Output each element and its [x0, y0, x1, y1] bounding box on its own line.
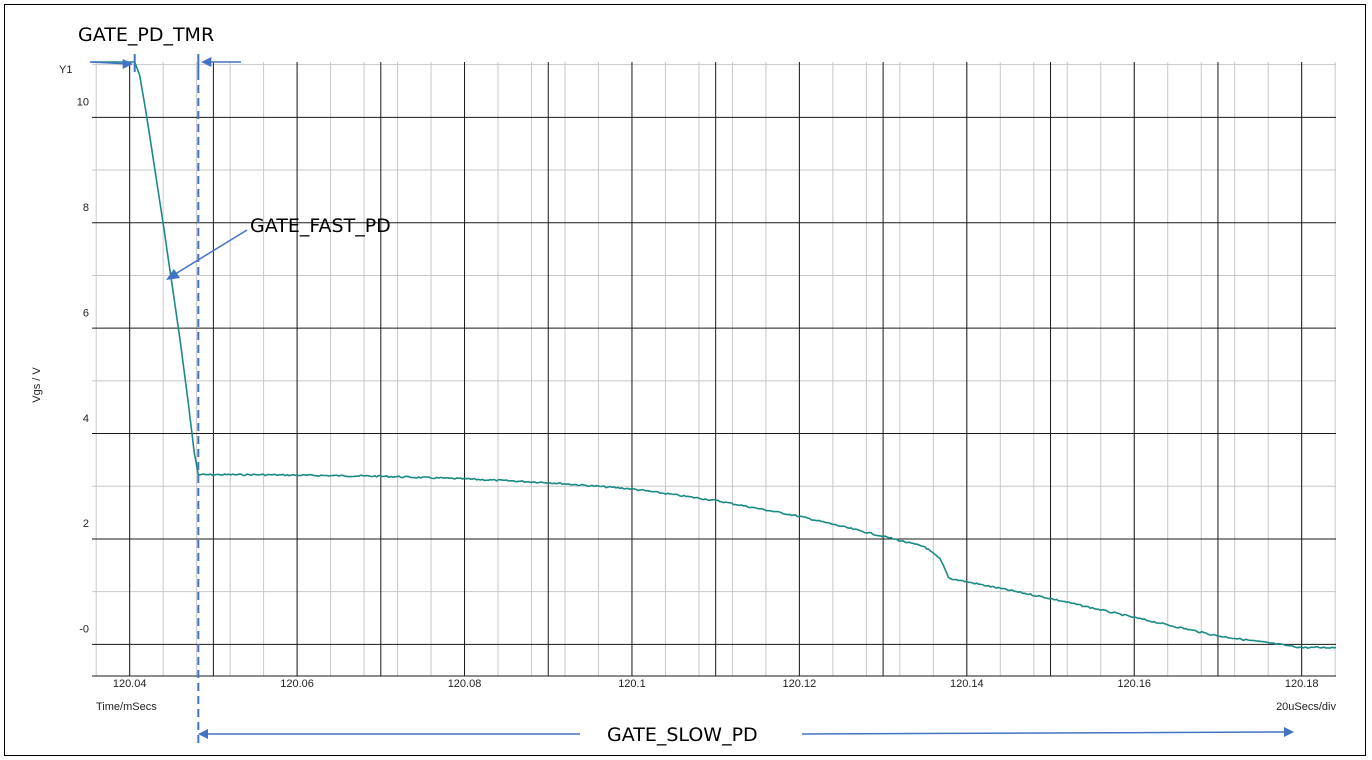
x-tick-label: 120.18 — [1285, 678, 1319, 690]
x-axis-label: Time/mSecs — [96, 701, 157, 713]
pd-tmr-arrow-left-head — [122, 59, 133, 69]
annotation-gate-fast-pd: GATE_FAST_PD — [250, 215, 391, 237]
y-tick-label: 10 — [77, 97, 89, 109]
pd-tmr-arrow-right-head — [201, 57, 212, 67]
x-tick-label: 120.12 — [783, 678, 817, 690]
grid-minor — [92, 62, 1336, 676]
y-tick-label: 8 — [83, 202, 89, 214]
x-tick-label: 120.04 — [113, 678, 147, 690]
slow-pd-arrow-right-shaft — [801, 731, 1285, 735]
x-tick-labels: 120.04 120.06 120.08 120.1 120.12 120.14 120.1… — [113, 678, 1319, 690]
y-axis-label: Vgs / V — [31, 367, 43, 403]
grid-major — [92, 62, 1336, 677]
annotation-gate-slow-pd: GATE_SLOW_PD — [607, 724, 758, 746]
y-tick-labels: 10 8 6 4 2 -0 — [77, 97, 89, 636]
x-tick-label: 120.14 — [950, 678, 984, 690]
y-tick-label: 6 — [83, 307, 89, 319]
time-div-label: 20uSecs/div — [1276, 701, 1336, 713]
slow-pd-arrow-left-head — [198, 729, 208, 739]
y-tick-label: 2 — [83, 518, 89, 530]
fast-pd-arrow-head — [166, 269, 180, 280]
series-line — [92, 61, 1337, 650]
x-tick-label: 120.16 — [1117, 678, 1151, 690]
y-tick-label: 4 — [83, 413, 89, 425]
trace-layer — [92, 61, 1337, 650]
fast-pd-arrow-shaft — [171, 229, 248, 277]
slow-pd-arrow-right-head — [1284, 727, 1294, 737]
x-tick-label: 120.1 — [618, 678, 646, 690]
x-tick-label: 120.06 — [280, 678, 314, 690]
annotation-gate-pd-tmr: GATE_PD_TMR — [78, 24, 214, 46]
y-tick-label: -0 — [79, 624, 89, 636]
trace-label-y1: Y1 — [59, 64, 72, 76]
x-tick-label: 120.08 — [448, 678, 482, 690]
annotation-layer: GATE_PD_TMR GATE_FAST_PD GATE_SLOW_PD — [78, 24, 1294, 746]
chart-frame — [4, 4, 1366, 756]
